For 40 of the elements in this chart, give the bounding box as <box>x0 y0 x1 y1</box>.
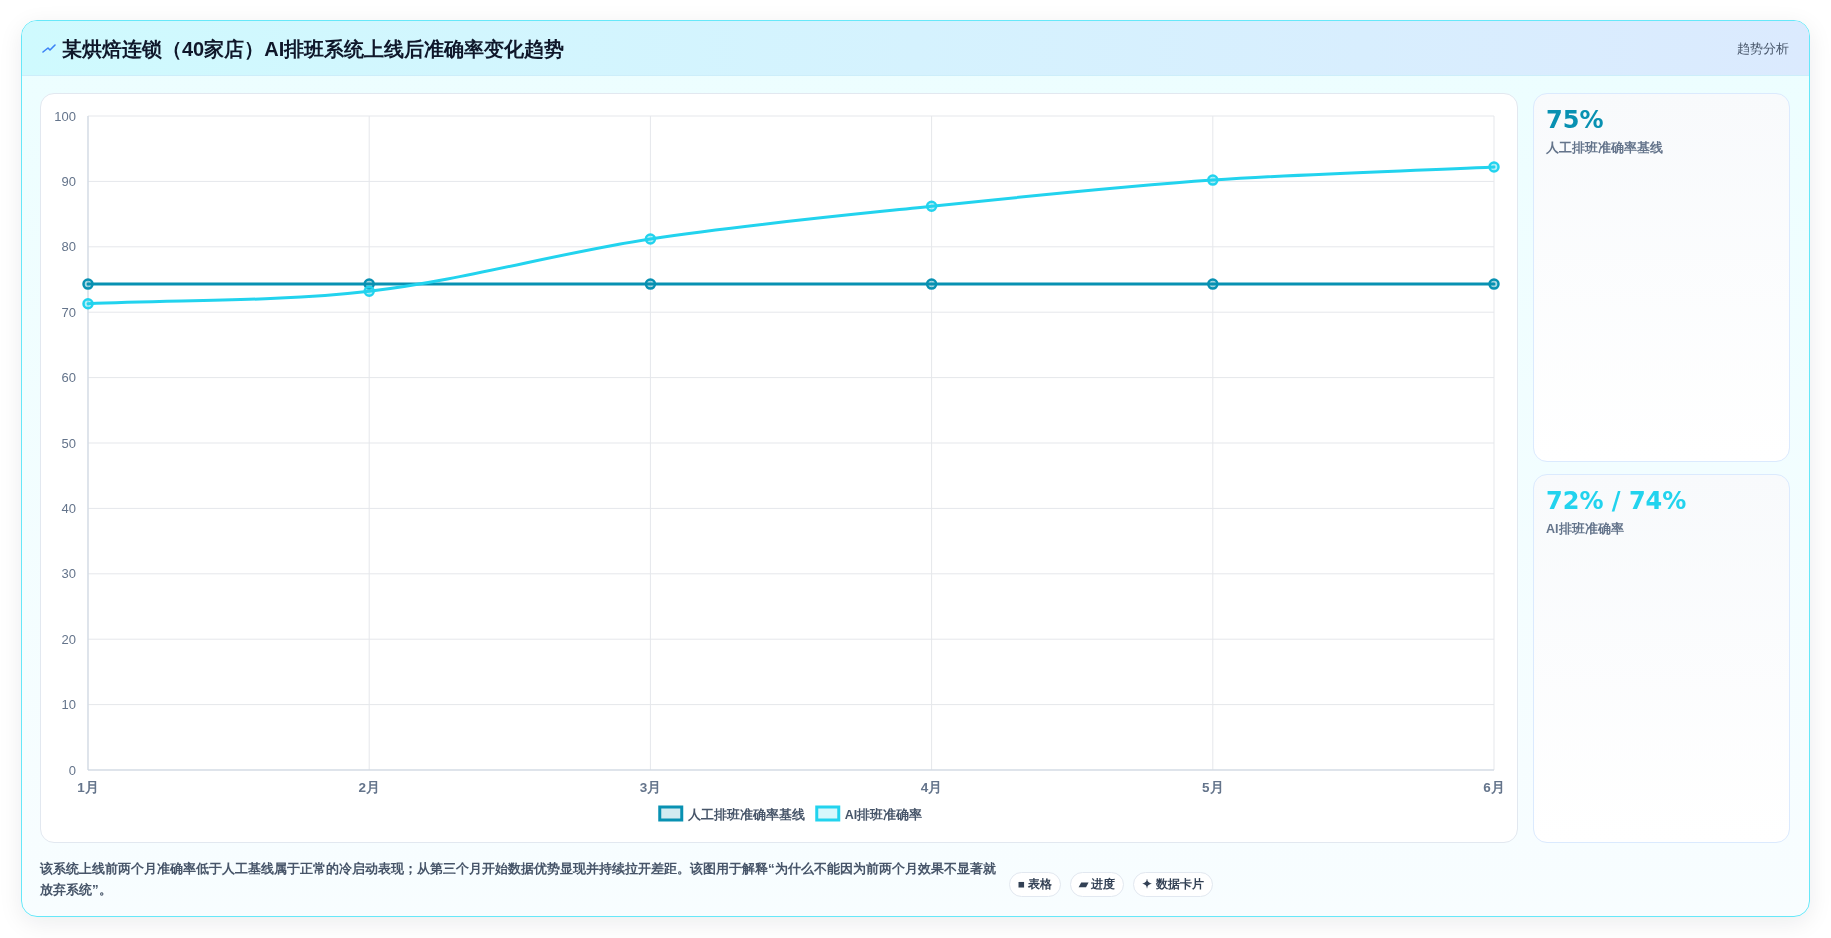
point <box>644 278 657 290</box>
text: 72% / 74% <box>1546 486 1687 517</box>
legend-label: AI排班准确率 <box>844 806 923 822</box>
x-tick-label: 6月 <box>1483 780 1505 795</box>
point <box>1207 278 1219 290</box>
y-tick-label: 60 <box>61 370 76 386</box>
y-tick-label: 30 <box>61 566 76 582</box>
y-tick-label: 0 <box>68 762 76 778</box>
point <box>644 233 657 245</box>
text: AI排班准确率 <box>1546 521 1624 538</box>
y-tick-label: 100 <box>54 108 76 124</box>
point <box>82 297 94 310</box>
point <box>925 200 938 212</box>
text: 人工排班准确率基线 <box>1546 140 1663 157</box>
x-tick-label: 4月 <box>920 780 943 795</box>
x-tick-label: 2月 <box>358 780 380 795</box>
point <box>363 285 375 298</box>
x-tick-label: 3月 <box>639 780 662 795</box>
x-tick-label: 5月 <box>1202 780 1224 795</box>
text: ▰ 进度 <box>1070 872 1125 897</box>
text: ✦ 数据卡片 <box>1133 872 1213 897</box>
y-tick-label: 40 <box>61 500 76 516</box>
text: 该系统上线前两个月准确率低于人工基线属于正常的冷启动表现；从第三个月开始数据优势显现并持续拉开差距。该图用于解释“为什么不能因为前两个月效果不显著就放弃系统”。 <box>40 860 997 899</box>
text: ■ 表格 <box>1009 872 1062 897</box>
point <box>82 278 94 290</box>
chart-title: 某烘焙连锁（40家店）AI排班系统上线后准确率变化趋势 <box>62 37 565 62</box>
x-tick-label: 1月 <box>77 780 99 795</box>
y-tick-label: 50 <box>61 435 76 451</box>
point <box>1207 174 1219 186</box>
text: 趋势分析 <box>1736 40 1789 58</box>
y-tick-label: 20 <box>61 631 76 647</box>
point <box>925 278 938 290</box>
text: 75% <box>1546 105 1604 136</box>
point <box>1488 278 1500 290</box>
legend-label: 人工排班准确率基线 <box>686 806 805 822</box>
y-tick-label: 80 <box>61 239 76 255</box>
y-tick-label: 10 <box>61 697 76 713</box>
point <box>1488 161 1500 173</box>
y-tick-label: 70 <box>61 304 76 320</box>
y-tick-label: 90 <box>61 173 76 189</box>
